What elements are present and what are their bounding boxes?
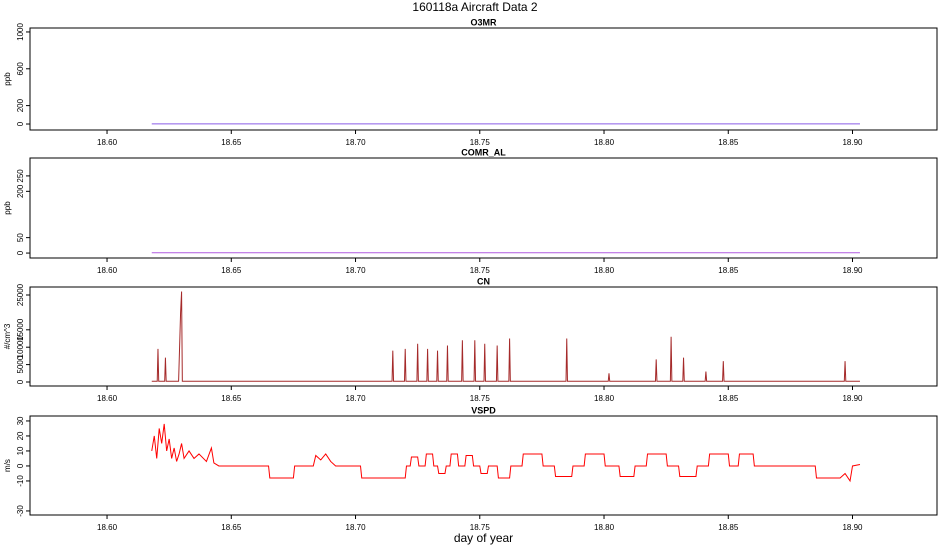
plot-frame [29,27,938,131]
y-tick-label: 0 [16,463,25,468]
chart-title: 160118a Aircraft Data 2 [412,0,538,14]
x-tick-label: 18.60 [97,138,118,147]
panel-title: O3MR [470,17,497,27]
x-tick-label: 18.75 [470,266,491,275]
x-tick-label: 18.90 [842,266,863,275]
y-axis-label: ppb [3,201,12,215]
x-tick-label: 18.90 [842,523,863,532]
x-tick-label: 18.60 [97,523,118,532]
y-tick-label: 200 [16,98,25,112]
panel-title: VSPD [471,405,496,415]
data-line [151,291,860,382]
y-tick-label: -10 [16,475,25,487]
panel-title: CN [477,276,490,286]
y-axis-label: ppb [3,72,12,86]
y-tick-label: 250 [16,169,25,183]
x-tick-label: 18.60 [97,266,118,275]
x-tick-label: 18.85 [718,138,739,147]
x-tick-label: 18.75 [470,394,491,403]
x-tick-label: 18.70 [346,523,367,532]
y-tick-label: 25000 [16,283,25,306]
plot-frame [29,286,938,387]
x-tick-label: 18.85 [718,394,739,403]
y-tick-label: 600 [16,62,25,76]
x-tick-label: 18.65 [221,266,242,275]
y-tick-label: 5000 [16,355,25,373]
x-tick-label: 18.80 [594,523,615,532]
panel-title: COMR_AL [461,147,506,157]
y-tick-label: 20 [16,431,25,440]
x-tick-label: 18.85 [718,523,739,532]
x-tick-label: 18.70 [346,394,367,403]
x-tick-label: 18.80 [594,138,615,147]
y-tick-label: 0 [16,250,25,255]
x-tick-label: 18.75 [470,138,491,147]
y-tick-label: 200 [16,184,25,198]
x-tick-label: 18.90 [842,394,863,403]
y-tick-label: 1000 [16,23,25,41]
plot-frame [29,157,938,259]
x-tick-label: 18.65 [221,138,242,147]
y-tick-label: 30 [16,416,25,425]
y-tick-label: 10 [16,446,25,455]
x-tick-label: 18.80 [594,266,615,275]
x-tick-label: 18.70 [346,266,367,275]
y-tick-label: 0 [16,121,25,126]
x-axis-label: day of year [454,531,513,545]
y-tick-label: 10000 [16,336,25,359]
y-tick-label: -30 [16,505,25,517]
y-tick-label: 15000 [16,318,25,341]
data-line [151,423,861,483]
x-tick-label: 18.85 [718,266,739,275]
x-tick-label: 18.80 [594,394,615,403]
y-tick-label: 0 [16,379,25,384]
x-tick-label: 18.75 [470,523,491,532]
x-tick-label: 18.65 [221,394,242,403]
y-tick-label: 50 [16,233,25,242]
x-tick-label: 18.60 [97,394,118,403]
x-tick-label: 18.70 [346,138,367,147]
x-tick-label: 18.90 [842,138,863,147]
x-tick-label: 18.65 [221,523,242,532]
y-axis-label: m/s [3,459,12,472]
y-axis-label: #/cm^3 [3,323,12,349]
